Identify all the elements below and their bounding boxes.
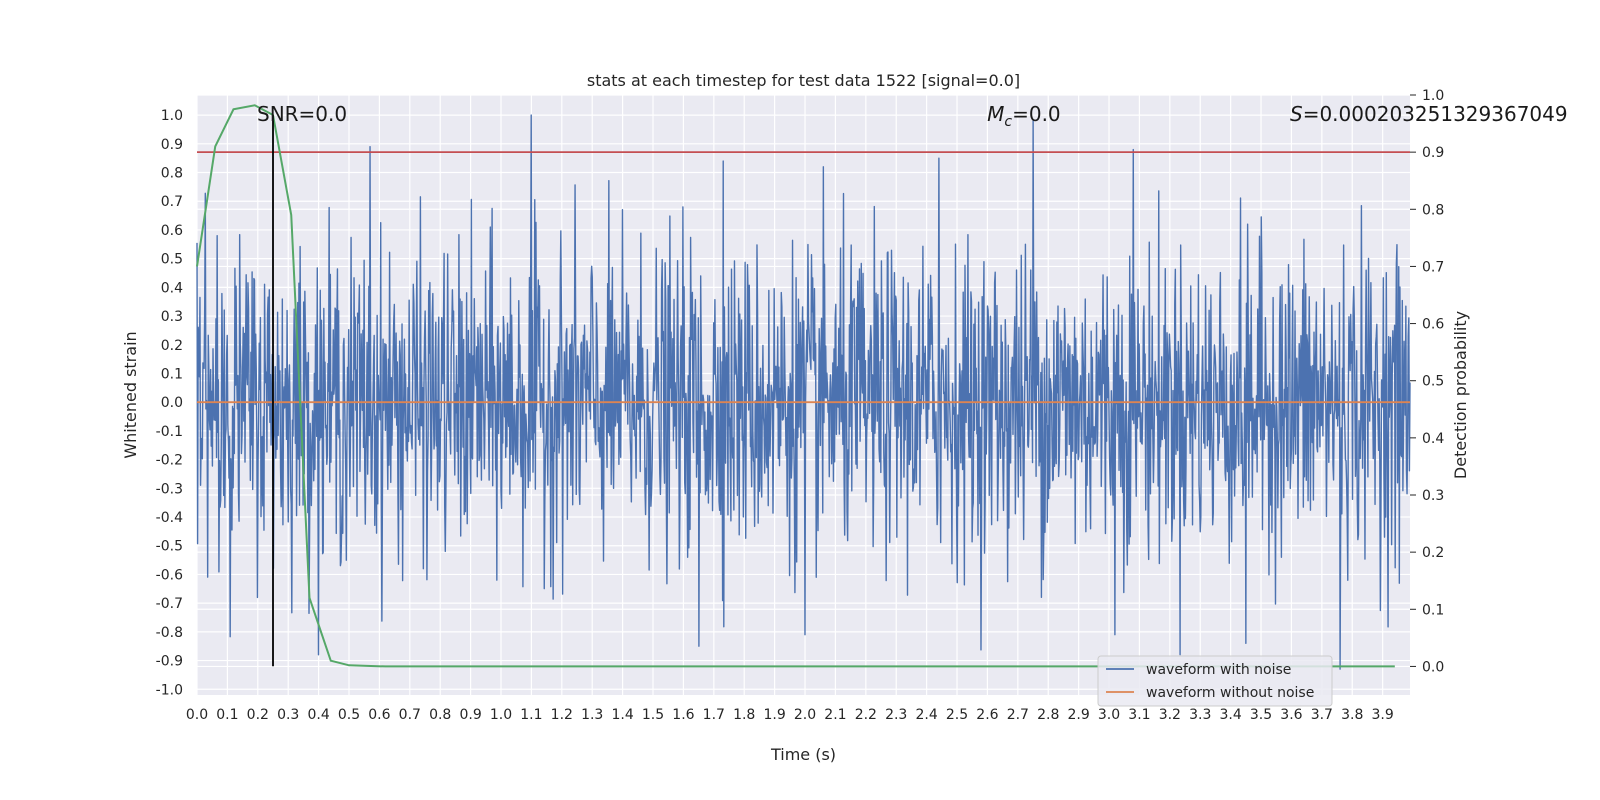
x-tick-label: 0.4 <box>307 707 329 723</box>
y2-tick-label: 1.0 <box>1422 88 1444 104</box>
x-tick-label: 3.6 <box>1280 707 1302 723</box>
y-tick-label: 0.1 <box>161 366 183 382</box>
x-tick-label: 2.7 <box>1007 707 1029 723</box>
y2-tick-label: 0.4 <box>1422 431 1444 447</box>
x-tick-label: 0.0 <box>186 707 208 723</box>
y-tick-label: -0.3 <box>156 481 183 497</box>
y2-tick-label: 0.7 <box>1422 259 1444 275</box>
x-tick-label: 2.5 <box>946 707 968 723</box>
x-tick-label: 3.0 <box>1098 707 1120 723</box>
y-tick-label: 0.0 <box>161 395 183 411</box>
x-tick-label: 2.4 <box>915 707 937 723</box>
x-tick-label: 1.5 <box>642 707 664 723</box>
detection-probability-line <box>196 104 1395 668</box>
y2-tick-label: 0.2 <box>1422 545 1444 561</box>
legend-label: waveform without noise <box>1146 685 1314 701</box>
y2-tick-label: 0.1 <box>1422 602 1444 618</box>
y-tick-label: -1.0 <box>156 682 183 698</box>
x-tick-label: 1.3 <box>581 707 603 723</box>
y-tick-label: -0.8 <box>156 625 183 641</box>
legend-box <box>1097 655 1333 707</box>
x-tick-label: 0.6 <box>368 707 390 723</box>
annotation-0: SNR=0.0 <box>257 102 347 126</box>
y2-tick-label: 0.5 <box>1422 374 1444 390</box>
annotation-2: S=0.000203251329367049 <box>1290 102 1568 126</box>
x-tick-label: 1.8 <box>733 707 755 723</box>
y-tick-label: 0.8 <box>161 166 183 182</box>
x-tick-label: 1.9 <box>763 707 785 723</box>
x-tick-label: 1.2 <box>551 707 573 723</box>
y2-tick-label: 0.0 <box>1422 659 1444 675</box>
y-tick-label: -0.7 <box>156 596 183 612</box>
noise-waveform-line <box>196 114 1411 670</box>
y-tick-label: 0.2 <box>161 338 183 354</box>
y-tick-label: 0.3 <box>161 309 183 325</box>
x-tick-label: 2.3 <box>885 707 907 723</box>
y-tick-label: 0.4 <box>161 280 183 296</box>
y-tick-label: -0.9 <box>156 654 183 670</box>
y-tick-label: 0.9 <box>161 137 183 153</box>
x-tick-label: 0.8 <box>429 707 451 723</box>
y-tick-label: -0.6 <box>156 567 183 583</box>
x-tick-label: 3.8 <box>1341 707 1363 723</box>
y2-axis-label: Detection probability <box>1451 311 1470 479</box>
series-waveform-with-noise <box>196 114 1411 670</box>
y-tick-label: -0.2 <box>156 453 183 469</box>
overlay-lines <box>196 104 1410 668</box>
x-tick-label: 0.1 <box>216 707 238 723</box>
y2-tick-label: 0.8 <box>1422 202 1444 218</box>
x-tick-label: 2.8 <box>1037 707 1059 723</box>
x-tick-label: 1.4 <box>611 707 633 723</box>
x-tick-label: 3.2 <box>1159 707 1181 723</box>
x-tick-label: 0.7 <box>399 707 421 723</box>
x-tick-label: 0.9 <box>459 707 481 723</box>
x-tick-label: 3.7 <box>1311 707 1333 723</box>
y-axis-label: Whitened strain <box>121 331 140 458</box>
x-axis-label: Time (s) <box>770 745 836 764</box>
y-tick-label: 0.6 <box>161 223 183 239</box>
x-tick-label: 3.9 <box>1372 707 1394 723</box>
x-tick-label: 0.5 <box>338 707 360 723</box>
x-tick-label: 2.2 <box>855 707 877 723</box>
y2-tick-label: 0.3 <box>1422 488 1444 504</box>
annotation-1: Mc=0.0 <box>987 102 1061 130</box>
x-tick-label: 2.9 <box>1067 707 1089 723</box>
x-tick-label: 3.1 <box>1128 707 1150 723</box>
y-tick-label: 0.5 <box>161 252 183 268</box>
chart-title: stats at each timestep for test data 152… <box>587 71 1020 90</box>
legend-label: waveform with noise <box>1146 662 1291 678</box>
x-tick-label: 1.1 <box>520 707 542 723</box>
y-tick-label: -0.4 <box>156 510 183 526</box>
x-tick-label: 0.2 <box>247 707 269 723</box>
x-tick-label: 2.1 <box>824 707 846 723</box>
axes: 0.0 0.1 0.2 0.3 0.4 0.5 0.6 0.7 0.8 0.9 1.0 1.1 1.2 1… <box>156 88 1445 723</box>
annotations: SNR=0.0 Mc=0.0 S=0.000203251329367049 <box>257 102 1568 130</box>
x-tick-label: 3.5 <box>1250 707 1272 723</box>
x-tick-label: 2.6 <box>976 707 998 723</box>
y2-tick-label: 0.9 <box>1422 145 1444 161</box>
y-tick-label: 0.7 <box>161 194 183 210</box>
x-tick-label: 1.0 <box>490 707 512 723</box>
x-tick-label: 1.6 <box>672 707 694 723</box>
x-tick-label: 1.7 <box>703 707 725 723</box>
y-tick-label: -0.5 <box>156 539 183 555</box>
x-tick-label: 3.4 <box>1220 707 1242 723</box>
x-tick-label: 2.0 <box>794 707 816 723</box>
y-tick-label: -0.1 <box>156 424 183 440</box>
legend: waveform with noise waveform without nois… <box>1097 655 1333 707</box>
x-tick-label: 0.3 <box>277 707 299 723</box>
y2-tick-label: 0.6 <box>1422 317 1444 333</box>
x-tick-label: 3.3 <box>1189 707 1211 723</box>
y-tick-label: 1.0 <box>161 108 183 124</box>
